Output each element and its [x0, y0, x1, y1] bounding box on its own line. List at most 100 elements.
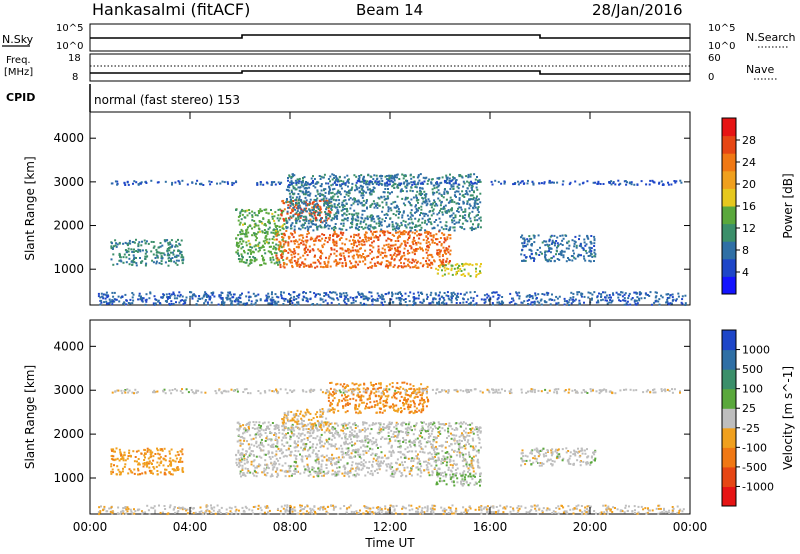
echo-cell-velocity-1 [305, 428, 308, 431]
echo-cell-power-1 [244, 235, 247, 238]
echo-cell-power-7 [533, 300, 536, 303]
echo-cell-power-7 [145, 298, 148, 301]
echo-cell-power-7 [357, 292, 360, 295]
echo-cell-power-0 [137, 243, 140, 246]
echo-cell-power-2 [341, 233, 344, 236]
echo-cell-power-2 [369, 261, 372, 264]
echo-cell-power-0 [114, 239, 117, 242]
echo-cell-power-7 [115, 298, 118, 301]
echo-cell-power-2 [418, 237, 421, 240]
echo-cell-power-2 [384, 265, 387, 268]
echo-cell-velocity-0 [144, 452, 147, 455]
echo-cell-power-7 [606, 302, 609, 305]
echo-cell-power-4 [314, 186, 317, 189]
echo-cell-power-7 [672, 298, 675, 301]
echo-cell-power-2 [385, 263, 388, 266]
echo-cell-power-8 [562, 180, 565, 183]
echo-cell-power-4 [297, 186, 300, 189]
nsky-trace [90, 34, 690, 39]
echo-cell-power-4 [351, 215, 354, 218]
echo-cell-power-7 [221, 292, 224, 294]
echo-cell-power-1 [268, 238, 271, 241]
echo-cell-power-3 [319, 200, 322, 202]
echo-cell-power-2 [447, 233, 450, 236]
echo-cell-velocity-1 [314, 437, 317, 440]
echo-cell-power-8 [561, 183, 564, 186]
echo-cell-power-4 [302, 210, 305, 213]
echo-cell-power-7 [619, 293, 622, 296]
echo-cell-power-7 [540, 303, 543, 306]
echo-cell-velocity-1 [434, 456, 436, 458]
echo-cell-power-5 [450, 269, 453, 272]
echo-cell-power-7 [284, 298, 287, 300]
echo-cell-velocity-1 [365, 422, 368, 425]
echo-cell-power-6 [520, 253, 523, 256]
echo-cell-power-4 [323, 189, 325, 192]
echo-cell-velocity-1 [416, 466, 419, 469]
echo-cell-power-8 [435, 183, 438, 186]
echo-cell-power-4 [367, 188, 370, 191]
echo-cell-power-4 [308, 203, 311, 206]
echo-cell-power-3 [294, 213, 297, 216]
echo-cell-velocity-1 [285, 436, 288, 439]
echo-cell-power-7 [516, 294, 519, 297]
echo-cell-power-7 [179, 293, 182, 296]
echo-cell-power-7 [366, 297, 369, 300]
echo-cell-power-1 [242, 261, 245, 264]
echo-cell-power-4 [287, 177, 289, 179]
echo-cell-power-7 [205, 296, 208, 298]
echo-cell-power-2 [351, 246, 354, 249]
echo-cell-power-2 [303, 263, 306, 266]
echo-cell-power-4 [408, 202, 411, 205]
echo-cell-power-4 [372, 178, 375, 181]
echo-cell-power-7 [381, 301, 383, 304]
echo-cell-power-3 [326, 199, 329, 202]
echo-cell-velocity-1 [431, 447, 434, 450]
echo-cell-power-0 [110, 246, 113, 249]
echo-cell-velocity-1 [239, 472, 242, 475]
echo-cell-power-4 [390, 209, 393, 212]
echo-cell-power-4 [387, 210, 390, 213]
echo-cell-power-4 [458, 197, 461, 200]
echo-cell-power-2 [405, 231, 408, 234]
echo-cell-power-2 [279, 263, 282, 266]
echo-cell-power-4 [431, 188, 434, 191]
echo-cell-power-7 [515, 303, 518, 306]
echo-cell-power-1 [239, 211, 242, 214]
echo-cell-power-2 [408, 234, 411, 237]
echo-cell-power-2 [283, 266, 286, 269]
echo-cell-power-2 [398, 234, 401, 237]
echo-cell-power-2 [379, 230, 382, 233]
echo-cell-power-2 [333, 260, 336, 263]
echo-cell-power-0 [163, 239, 166, 242]
echo-cell-power-4 [465, 190, 468, 192]
echo-cell-power-4 [378, 175, 381, 178]
echo-cell-power-0 [135, 262, 138, 265]
echo-cell-power-4 [391, 225, 394, 228]
echo-cell-power-7 [501, 301, 504, 304]
echo-cell-power-3 [296, 207, 299, 210]
echo-cell-power-2 [442, 261, 445, 264]
echo-cell-power-4 [384, 198, 387, 200]
colorbar-segment-power-2 [722, 241, 736, 260]
echo-cell-power-4 [476, 219, 479, 222]
echo-cell-velocity-1 [275, 445, 277, 448]
echo-cell-power-1 [275, 229, 277, 232]
echo-cell-power-0 [131, 250, 134, 253]
echo-cell-power-2 [319, 262, 322, 265]
echo-cell-power-3 [302, 209, 305, 212]
echo-cell-power-4 [329, 204, 331, 207]
echo-cell-power-7 [172, 293, 175, 295]
echo-cell-power-1 [277, 233, 280, 236]
echo-cell-power-7 [313, 292, 316, 295]
echo-cell-power-5 [463, 275, 466, 277]
echo-cell-power-4 [409, 203, 412, 206]
echo-cell-power-6 [593, 239, 596, 242]
echo-cell-power-2 [381, 231, 384, 234]
echo-cell-power-4 [287, 206, 290, 209]
date-title: 28/Jan/2016 [592, 1, 683, 19]
echo-cell-power-4 [334, 223, 337, 225]
echo-cell-power-2 [335, 250, 338, 253]
echo-cell-power-8 [377, 180, 380, 183]
echo-cell-power-4 [330, 207, 333, 210]
